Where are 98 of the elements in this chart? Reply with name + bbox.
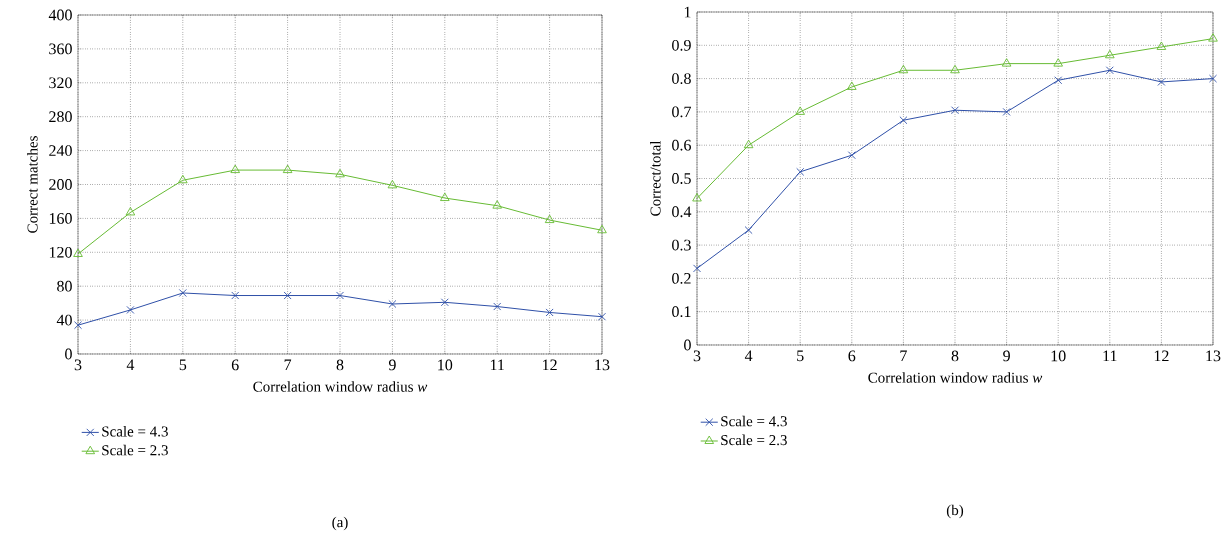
y-tick-label: 0 [684,339,691,351]
x-tick-label: 6 [848,350,856,362]
y-tick-label: 1 [684,6,691,18]
y-tick-label: 200 [49,179,72,190]
x-tick-label: 4 [744,350,753,362]
x-axis-title: Correlation window radius w [868,372,1043,383]
x-tick-label: 3 [74,359,82,371]
y-tick-label: 0.2 [672,272,691,284]
point [950,64,960,74]
point [744,226,753,235]
point [951,106,959,115]
point [282,164,293,174]
point [1105,66,1114,75]
y-tick-label: 280 [49,111,72,123]
x-tick-label: 10 [438,359,453,371]
point [230,164,240,174]
x-tick-label: 8 [336,359,344,371]
point [898,64,909,74]
x-tick-label: 7 [284,359,292,370]
point [73,248,83,257]
point [440,298,449,307]
point [283,291,292,300]
x-tick-label: 4 [126,359,135,371]
y-tick-label: 120 [49,246,72,258]
point [231,291,240,300]
point [125,207,136,216]
point [178,174,188,184]
y-tick-label: 240 [49,145,72,156]
x-tick-label: 10 [1051,350,1066,362]
text: (a) [332,516,348,531]
point [492,200,502,209]
x-tick-label: 5 [179,359,187,371]
point [126,305,135,314]
point [693,264,701,273]
y-tick-label: 0.3 [672,239,691,251]
x-tick-label: 3 [693,350,701,362]
point [440,192,450,202]
point [1105,49,1115,59]
x-tick-label: 11 [490,359,504,371]
point [388,300,397,308]
y-axis-title: Correct/total [650,140,661,216]
y-tick-label: 360 [49,43,72,55]
point [1208,33,1218,42]
legend-label: Scale = 4.3 [102,426,168,437]
point [597,224,607,234]
point [178,288,187,297]
y-tick-label: 400 [48,9,72,21]
point [743,139,754,149]
point [692,193,702,202]
x-tick-label: 6 [231,359,239,371]
text: (b) [946,504,964,519]
point [899,116,908,125]
point [545,308,554,317]
y-tick-label: 0.9 [672,39,691,51]
x-tick-label: 13 [595,359,610,371]
x-tick-label: 9 [388,359,396,371]
legend-label: Scale = 2.3 [102,444,168,456]
x-tick-label: 9 [1003,350,1010,362]
point [335,168,345,178]
y-tick-label: 0.1 [672,306,691,318]
y-axis-title: Correct matches [27,136,38,233]
point [1054,76,1063,85]
point [1002,107,1011,116]
x-tick-label: 12 [543,359,557,371]
y-tick-label: 0.5 [672,173,691,184]
x-axis-title: Correlation window radius w [253,381,428,392]
y-tick-label: 160 [49,213,72,224]
point [847,81,857,90]
point [598,312,606,321]
legend-label: Scale = 4.3 [721,415,787,427]
legend-label: Scale = 2.3 [721,434,787,446]
point [1157,77,1166,86]
x-tick-label: 5 [797,350,804,362]
point [1209,74,1217,83]
point [336,291,344,300]
y-tick-label: 0.7 [672,106,692,118]
point [847,151,856,160]
point [1156,41,1167,50]
point [1001,58,1012,67]
x-tick-label: 13 [1206,350,1221,362]
y-tick-label: 0.6 [672,139,691,151]
x-tick-label: 7 [900,350,907,362]
y-tick-label: 320 [49,77,72,89]
point [387,179,398,189]
point [795,106,805,115]
y-tick-label: 0.8 [672,73,691,85]
y-tick-label: 0.4 [672,206,692,218]
point [74,321,82,330]
x-tick-label: 8 [951,350,959,362]
point [544,214,555,224]
point [493,302,502,311]
y-tick-label: 0 [65,348,72,360]
y-tick-label: 80 [57,280,72,292]
x-tick-label: 11 [1103,350,1117,362]
point [1053,58,1063,67]
y-tick-label: 40 [56,314,72,326]
x-tick-label: 12 [1154,350,1169,362]
point [796,167,805,176]
